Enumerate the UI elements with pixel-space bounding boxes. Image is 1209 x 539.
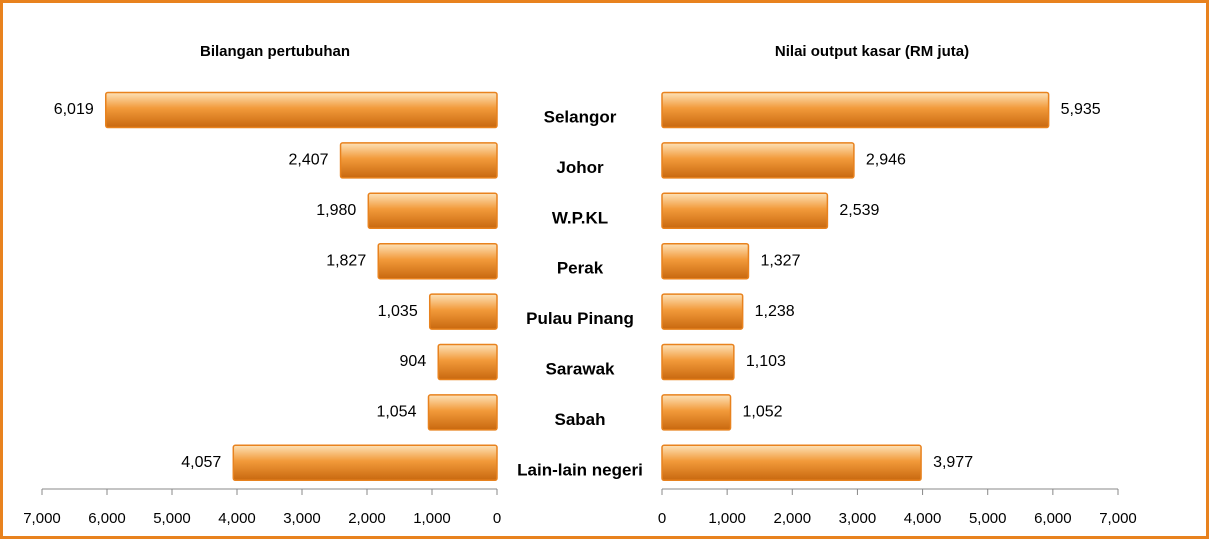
chart-title: Bilangan pertubuhan xyxy=(200,43,350,60)
bar xyxy=(661,142,855,179)
bar xyxy=(437,343,498,381)
x-tick-label: 4,000 xyxy=(218,510,256,527)
x-tick-label: 0 xyxy=(493,510,501,527)
value-label: 2,539 xyxy=(839,202,879,219)
bar xyxy=(661,343,735,381)
x-tick-label: 3,000 xyxy=(283,510,321,527)
x-tick-label: 7,000 xyxy=(1099,510,1137,527)
value-label: 2,407 xyxy=(288,152,328,169)
x-tick-label: 0 xyxy=(658,510,666,527)
x-tick-label: 2,000 xyxy=(348,510,386,527)
x-tick-label: 1,000 xyxy=(708,510,746,527)
x-tick-label: 1,000 xyxy=(413,510,451,527)
x-tick-label: 6,000 xyxy=(1034,510,1072,527)
bar xyxy=(661,242,750,280)
value-label: 904 xyxy=(400,353,427,370)
category-label: Selangor xyxy=(544,107,617,126)
value-label: 1,238 xyxy=(755,303,795,320)
value-label: 5,935 xyxy=(1061,101,1101,118)
bar xyxy=(661,394,732,431)
value-label: 1,052 xyxy=(743,404,783,421)
x-tick-label: 5,000 xyxy=(153,510,191,527)
bar xyxy=(661,444,922,482)
x-tick-label: 3,000 xyxy=(839,510,877,527)
bar xyxy=(661,91,1050,129)
bar xyxy=(661,293,744,330)
chart-title: Nilai output kasar (RM juta) xyxy=(775,43,969,60)
category-label: Pulau Pinang xyxy=(526,309,634,328)
x-tick-label: 6,000 xyxy=(88,510,126,527)
x-tick-label: 4,000 xyxy=(904,510,942,527)
value-label: 1,035 xyxy=(378,303,418,320)
value-label: 2,946 xyxy=(866,152,906,169)
x-tick-label: 7,000 xyxy=(23,510,61,527)
bar xyxy=(232,444,498,482)
value-label: 1,327 xyxy=(760,252,800,269)
value-label: 1,054 xyxy=(376,404,416,421)
bar xyxy=(339,142,498,179)
category-label: W.P.KL xyxy=(552,208,608,227)
bar xyxy=(428,293,498,330)
category-label: Sarawak xyxy=(546,359,616,378)
x-tick-label: 2,000 xyxy=(774,510,812,527)
category-label: Sabah xyxy=(554,410,605,429)
bar xyxy=(661,192,829,230)
value-label: 6,019 xyxy=(54,101,94,118)
value-label: 3,977 xyxy=(933,454,973,471)
category-label: Lain-lain negeri xyxy=(517,460,643,479)
value-label: 1,827 xyxy=(326,252,366,269)
category-label: Perak xyxy=(557,259,604,278)
category-label: Johor xyxy=(556,158,604,177)
bar xyxy=(367,192,498,230)
bar xyxy=(377,242,498,280)
bar xyxy=(427,394,498,431)
x-tick-label: 5,000 xyxy=(969,510,1007,527)
value-label: 4,057 xyxy=(181,454,221,471)
value-label: 1,980 xyxy=(316,202,356,219)
bar xyxy=(105,91,498,129)
value-label: 1,103 xyxy=(746,353,786,370)
